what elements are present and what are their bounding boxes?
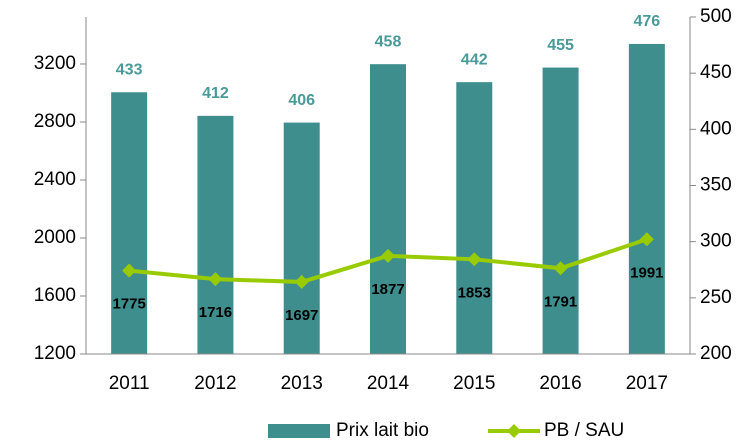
bar-value-label: 455 — [547, 37, 574, 54]
bar — [111, 92, 148, 354]
y-tick-label: 2400 — [34, 169, 76, 190]
bar — [628, 43, 665, 355]
bar — [542, 67, 579, 355]
y2-tick-label: 450 — [700, 62, 732, 83]
legend-swatch — [268, 424, 330, 438]
y2-tick-label: 400 — [700, 118, 732, 139]
x-tick-label: 2014 — [367, 373, 410, 394]
y2-tick-label: 200 — [700, 343, 732, 364]
line-value-label: 1791 — [544, 293, 577, 310]
y-tick-label: 3200 — [34, 53, 76, 74]
line-value-label: 1877 — [371, 281, 404, 298]
legend-label: PB / SAU — [544, 420, 624, 440]
bar-value-label: 442 — [461, 51, 488, 68]
line-value-label: 1697 — [285, 307, 318, 324]
line-value-label: 1991 — [630, 264, 663, 281]
bar-value-label: 458 — [375, 33, 402, 50]
line-value-label: 1716 — [199, 304, 232, 321]
y-tick-label: 2800 — [34, 111, 76, 132]
y-tick-label: 1600 — [34, 285, 76, 306]
line-marker — [553, 261, 568, 276]
line-marker — [294, 274, 309, 289]
x-tick-label: 2013 — [281, 373, 323, 394]
line-marker — [208, 272, 223, 287]
y2-tick-label: 500 — [700, 6, 732, 27]
bar — [456, 82, 493, 355]
line-value-label: 1775 — [112, 296, 145, 313]
bar — [283, 122, 320, 355]
x-tick-label: 2015 — [453, 373, 495, 394]
bar-value-label: 476 — [634, 13, 661, 30]
line-value-label: 1853 — [458, 284, 491, 301]
bar-value-label: 433 — [116, 61, 143, 78]
x-tick-label: 2017 — [626, 373, 668, 394]
bar-value-label: 406 — [288, 92, 315, 109]
y2-tick-label: 300 — [700, 231, 732, 252]
bar-value-label: 412 — [202, 85, 229, 102]
y2-tick-label: 250 — [700, 287, 732, 308]
y-tick-label: 2000 — [34, 227, 76, 248]
line-marker — [467, 252, 482, 267]
y-tick-label: 1200 — [34, 343, 76, 364]
bar — [370, 64, 406, 355]
line-marker — [639, 232, 654, 247]
line-marker — [122, 263, 137, 278]
legend-marker — [507, 424, 521, 438]
x-tick-label: 2011 — [109, 373, 150, 394]
legend-label: Prix lait bio — [336, 420, 429, 440]
x-tick-label: 2016 — [539, 373, 581, 394]
line-marker — [381, 248, 395, 263]
bar — [197, 115, 234, 354]
y2-tick-label: 350 — [700, 175, 732, 196]
x-tick-label: 2012 — [194, 373, 236, 394]
